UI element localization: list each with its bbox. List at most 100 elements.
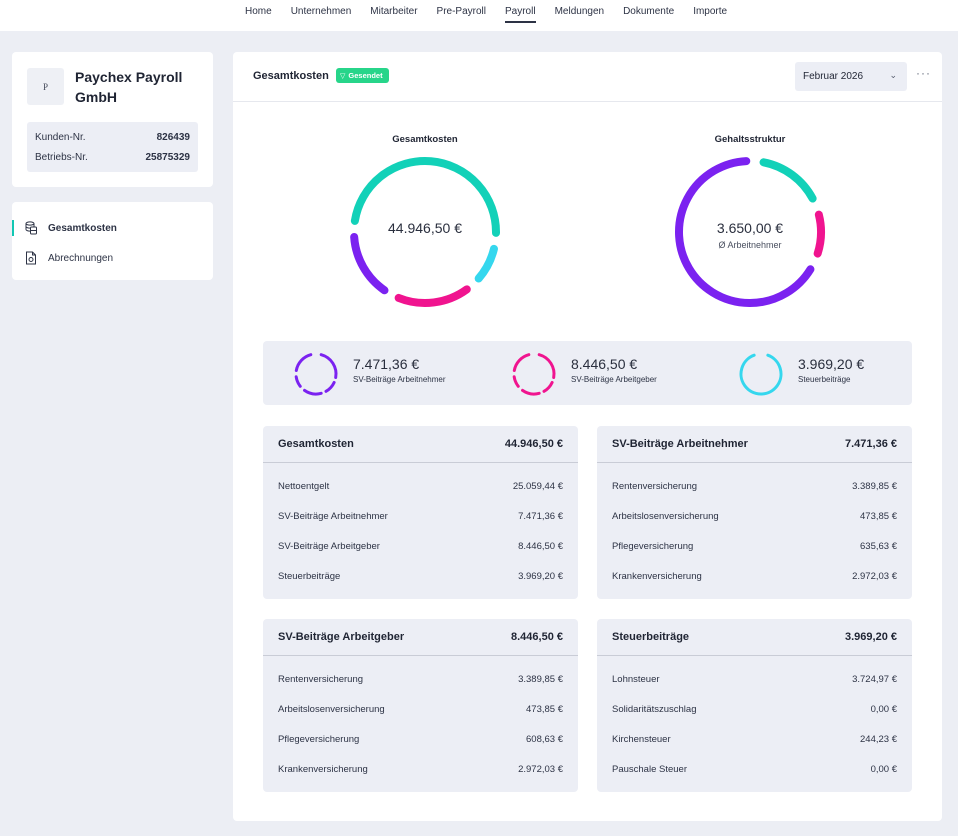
row-value: 0,00 € [870, 763, 897, 775]
donut-salary-segment-1 [813, 210, 825, 258]
donut-salary-subtitle: Ø Arbeitnehmer [718, 240, 782, 250]
row-label: Pflegeversicherung [278, 733, 360, 745]
donut-salary-title: Gehaltsstruktur [714, 134, 786, 145]
donut-total-segment-2 [394, 285, 471, 307]
company-logo: P [27, 68, 64, 105]
sidebar-item-gesamtkosten[interactable]: Gesamtkosten [12, 217, 213, 239]
table-total: 8.446,50 € [511, 631, 563, 643]
summary-label: SV-Beiträge Arbeitgeber [571, 375, 657, 384]
row-value: 244,23 € [860, 733, 897, 745]
row-label: Nettoentgelt [278, 480, 330, 492]
table-row: SV-Beiträge Arbeitgeber 8.446,50 € [263, 536, 578, 556]
donut-total-segment-1 [474, 244, 498, 283]
table-row: Steuerbeiträge 3.969,20 € [263, 566, 578, 586]
table-title: Steuerbeiträge [612, 631, 690, 643]
month-select[interactable]: Februar 2026 ⌄ [795, 62, 907, 91]
company-name: Paychex Payroll GmbH [75, 69, 183, 105]
send-icon: ▽ [340, 72, 346, 80]
summary-value: 3.969,20 € [798, 356, 865, 372]
row-value: 7.471,36 € [518, 510, 563, 522]
donut-total-segment-3 [350, 232, 389, 295]
nav-item-unternehmen[interactable]: Unternehmen [290, 6, 352, 17]
sidebar-item-abrechnungen[interactable]: Abrechnungen [12, 247, 213, 269]
customer-number-row: Kunden-Nr. 826439 [35, 128, 190, 148]
row-label: Pauschale Steuer [612, 763, 687, 775]
nav-item-pre-payroll[interactable]: Pre-Payroll [436, 6, 486, 17]
summary-ring-1-arc-1 [542, 380, 554, 393]
summary-ring-1-arc-2 [521, 388, 541, 396]
row-label: Krankenversicherung [278, 763, 368, 775]
table-row: Rentenversicherung 3.389,85 € [263, 669, 578, 689]
summary-ring-0-arc-1 [324, 380, 336, 393]
table-sv-arbeitgeber: SV-Beiträge Arbeitgeber 8.446,50 € Rente… [263, 619, 578, 792]
summary-ring-0-arc-4 [294, 353, 313, 373]
donut-total-title: Gesamtkosten [392, 134, 458, 145]
coins-icon [25, 221, 37, 235]
table-row: Pauschale Steuer 0,00 € [597, 759, 912, 779]
table-row: Lohnsteuer 3.724,97 € [597, 669, 912, 689]
summary-ring-2-arc-0 [739, 353, 783, 396]
nav-item-home[interactable]: Home [245, 6, 272, 17]
side-navigation: Gesamtkosten Abrechnungen [12, 202, 213, 280]
donut-salary-segment-2 [675, 157, 815, 307]
table-title: SV-Beiträge Arbeitgeber [278, 631, 405, 643]
topnav-items: Home Unternehmen Mitarbeiter Pre-Payroll… [245, 6, 746, 23]
row-value: 473,85 € [526, 703, 563, 715]
row-value: 25.059,44 € [512, 480, 563, 492]
row-label: Lohnsteuer [612, 673, 660, 685]
nav-item-meldungen[interactable]: Meldungen [554, 6, 605, 17]
table-total: 44.946,50 € [504, 438, 563, 450]
table-total: 7.471,36 € [845, 438, 897, 450]
row-label: Steuerbeiträge [278, 570, 341, 582]
nav-item-dokumente[interactable]: Dokumente [623, 6, 675, 17]
table-total: 3.969,20 € [845, 631, 897, 643]
summary-ring-0-arc-0 [319, 353, 338, 379]
main-panel: Gesamtkosten ▽ Gesendet Februar 2026 ⌄ ·… [233, 52, 942, 821]
page-title: Gesamtkosten [253, 70, 329, 82]
ring-icon-steuer [739, 353, 783, 396]
table-row: Nettoentgelt 25.059,44 € [263, 476, 578, 496]
table-header: Gesamtkosten 44.946,50 € [263, 426, 578, 463]
row-label: Krankenversicherung [612, 570, 702, 582]
ring-icon-sv-an [294, 353, 338, 396]
table-row: SV-Beiträge Arbeitnehmer 7.471,36 € [263, 506, 578, 526]
row-label: Solidaritätszuschlag [612, 703, 697, 715]
nav-item-mitarbeiter[interactable]: Mitarbeiter [370, 6, 418, 17]
summary-label: Steuerbeiträge [798, 375, 851, 384]
more-options-button[interactable]: ··· [916, 66, 931, 80]
row-value: 2.972,03 € [518, 763, 563, 775]
company-info: Kunden-Nr. 826439 Betriebs-Nr. 25875329 [27, 122, 198, 172]
table-title: Gesamtkosten [278, 438, 354, 450]
customer-number-label: Kunden-Nr. [35, 132, 86, 143]
status-badge: ▽ Gesendet [336, 68, 389, 83]
sidebar-item-label: Gesamtkosten [48, 222, 117, 234]
table-row: Kirchensteuer 244,23 € [597, 729, 912, 749]
donut-total-segment-0 [350, 157, 500, 237]
row-label: SV-Beiträge Arbeitnehmer [278, 510, 388, 522]
table-row: Rentenversicherung 3.389,85 € [597, 476, 912, 496]
summary-ring-1-arc-4 [512, 353, 531, 373]
active-marker [12, 220, 14, 236]
table-steuerbeitraege: Steuerbeiträge 3.969,20 € Lohnsteuer 3.72… [597, 619, 912, 792]
nav-item-payroll[interactable]: Payroll [505, 6, 536, 23]
status-badge-label: Gesendet [348, 71, 383, 80]
row-label: Rentenversicherung [278, 673, 364, 685]
donut-salary-value: 3.650,00 € [716, 220, 784, 236]
document-icon [26, 251, 36, 265]
business-number-label: Betriebs-Nr. [35, 152, 88, 163]
customer-number-value: 826439 [156, 132, 190, 143]
ring-icon-sv-ag [512, 353, 556, 396]
donut-chart-total [350, 157, 500, 307]
table-row: Pflegeversicherung 635,63 € [597, 536, 912, 556]
table-row: Arbeitslosenversicherung 473,85 € [597, 506, 912, 526]
row-label: Rentenversicherung [612, 480, 698, 492]
nav-item-importe[interactable]: Importe [693, 6, 728, 17]
summary-ring-0-arc-3 [294, 375, 302, 388]
row-value: 3.389,85 € [518, 673, 563, 685]
donut-total-value: 44.946,50 € [388, 220, 462, 236]
summary-strip: 7.471,36 € SV-Beiträge Arbeitnehmer 8.44… [263, 341, 912, 405]
table-header: Steuerbeiträge 3.969,20 € [597, 619, 912, 656]
summary-ring-1-arc-3 [512, 375, 520, 388]
row-value: 0,00 € [870, 703, 897, 715]
sidebar-item-label: Abrechnungen [48, 252, 114, 264]
